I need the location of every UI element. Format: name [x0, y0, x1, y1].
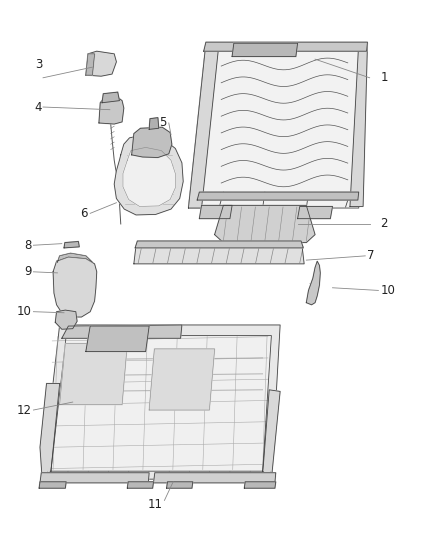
Text: 10: 10	[381, 284, 396, 297]
Polygon shape	[188, 43, 367, 208]
Polygon shape	[42, 325, 280, 479]
Polygon shape	[86, 51, 117, 76]
Text: 4: 4	[35, 101, 42, 114]
Polygon shape	[40, 473, 149, 483]
Polygon shape	[297, 206, 332, 219]
Polygon shape	[166, 482, 193, 488]
Polygon shape	[197, 192, 359, 200]
Polygon shape	[204, 42, 367, 51]
Text: 11: 11	[147, 498, 162, 511]
Text: 7: 7	[367, 249, 375, 262]
Polygon shape	[40, 383, 60, 479]
Polygon shape	[135, 241, 303, 248]
Polygon shape	[127, 482, 153, 488]
Polygon shape	[64, 241, 79, 248]
Polygon shape	[114, 135, 183, 215]
Polygon shape	[86, 54, 95, 75]
Polygon shape	[199, 205, 232, 219]
Polygon shape	[123, 148, 175, 206]
Polygon shape	[188, 43, 219, 208]
Text: 8: 8	[24, 239, 31, 252]
Text: 1: 1	[381, 71, 388, 84]
Text: 3: 3	[35, 58, 42, 71]
Polygon shape	[57, 253, 92, 262]
Polygon shape	[51, 336, 272, 471]
Polygon shape	[55, 310, 77, 329]
Polygon shape	[149, 118, 159, 130]
Polygon shape	[149, 349, 215, 410]
Polygon shape	[62, 325, 182, 338]
Polygon shape	[215, 205, 315, 243]
Polygon shape	[153, 473, 276, 483]
Text: 2: 2	[381, 217, 388, 230]
Polygon shape	[39, 482, 66, 488]
Polygon shape	[350, 43, 367, 206]
Polygon shape	[244, 482, 276, 488]
Polygon shape	[232, 43, 297, 56]
Polygon shape	[99, 96, 124, 124]
Text: 6: 6	[81, 207, 88, 220]
Polygon shape	[86, 326, 149, 352]
Polygon shape	[53, 257, 97, 317]
Polygon shape	[134, 245, 304, 264]
Text: 9: 9	[24, 265, 31, 278]
Polygon shape	[263, 390, 280, 479]
Text: 12: 12	[16, 403, 31, 416]
Polygon shape	[102, 92, 120, 103]
Polygon shape	[132, 127, 172, 158]
Polygon shape	[60, 344, 127, 405]
Text: 10: 10	[16, 305, 31, 318]
Text: 5: 5	[159, 117, 166, 130]
Polygon shape	[306, 261, 320, 305]
